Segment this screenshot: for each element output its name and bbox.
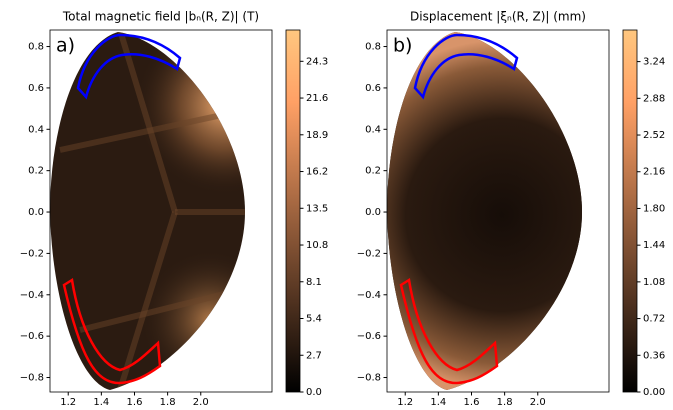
- colorbar-tick-label: 3.24: [643, 57, 665, 68]
- colorbar-tick-label: 13.5: [306, 203, 328, 214]
- colorbar-tick-label: 0.0: [306, 387, 322, 398]
- colorbar-tick-label: 1.80: [643, 203, 665, 214]
- colorbar-tick-label: 0.36: [643, 350, 665, 361]
- colorbar-tick-label: 1.44: [643, 240, 665, 251]
- y-tick-label: −0.2: [357, 248, 381, 259]
- x-tick-label: 1.8: [497, 397, 513, 406]
- x-tick-label: 1.6: [127, 397, 143, 406]
- colorbar-tick-label: 10.8: [306, 240, 328, 251]
- panel: Displacement |ξₙ(R, Z)| (mm) b) 1.2 1.4 1.6 1…: [357, 10, 666, 409]
- x-tick-label: 1.6: [464, 397, 480, 406]
- field-streak: [117, 211, 178, 390]
- y-tick-label: 0.2: [365, 166, 381, 177]
- colorbar-tick-label: 2.52: [643, 130, 665, 141]
- colorbar: [285, 29, 301, 393]
- axes-frame: [49, 29, 273, 393]
- field-overlay: [50, 32, 245, 390]
- y-tick-label: 0.2: [28, 166, 44, 177]
- colorbar-tick-label: 21.6: [306, 93, 328, 104]
- field-streak: [59, 107, 245, 153]
- y-tick-label: 0.0: [28, 207, 44, 218]
- region-outline: [76, 33, 182, 100]
- x-tick-label: 2.0: [193, 397, 209, 406]
- x-tick-label: 1.4: [93, 397, 109, 406]
- x-tick-label: 2.0: [530, 397, 546, 406]
- y-tick-label: 0.4: [28, 124, 44, 135]
- colorbar-tick-label: 5.4: [306, 314, 322, 325]
- colorbar-tick-label: 2.88: [643, 93, 665, 104]
- y-tick-label: 0.8: [28, 42, 44, 53]
- region-outline: [399, 277, 499, 385]
- colorbar-tick-label: 18.9: [306, 130, 328, 141]
- field-bright: [387, 32, 582, 390]
- y-tick-label: 0.4: [365, 124, 381, 135]
- panel-label: a): [56, 35, 75, 57]
- chart-title: Displacement |ξₙ(R, Z)| (mm): [410, 10, 586, 24]
- y-tick-label: 0.6: [365, 83, 381, 94]
- chart-title: Total magnetic field |bₙ(R, Z)| (T): [62, 10, 259, 24]
- y-tick-label: 0.0: [365, 207, 381, 218]
- colorbar-tick-label: 2.16: [643, 167, 665, 178]
- region-outline: [62, 277, 162, 385]
- panel-label: b): [393, 35, 412, 57]
- field-overlay: [387, 32, 582, 390]
- colorbar-tick-label: 1.08: [643, 277, 665, 288]
- colorbar-tick-label: 8.1: [306, 277, 322, 288]
- x-tick-label: 1.2: [60, 397, 76, 406]
- region-outline: [413, 33, 519, 100]
- axes-frame: [386, 29, 610, 393]
- colorbar-tick-label: 24.3: [306, 56, 328, 67]
- y-tick-label: −0.6: [20, 331, 44, 342]
- y-tick-label: −0.8: [357, 373, 381, 384]
- x-tick-label: 1.8: [160, 397, 176, 406]
- y-tick-label: −0.4: [357, 290, 381, 301]
- y-tick-label: −0.8: [20, 373, 44, 384]
- field-streak: [117, 32, 178, 213]
- panel: Total magnetic field |bₙ(R, Z)| (T) a) 1.2…: [20, 10, 329, 409]
- y-tick-label: −0.2: [20, 248, 44, 259]
- y-tick-label: −0.6: [357, 331, 381, 342]
- field-streak: [79, 287, 241, 333]
- colorbar-tick-label: 0.72: [643, 314, 665, 325]
- y-tick-label: 0.6: [28, 83, 44, 94]
- x-tick-label: 1.4: [430, 397, 446, 406]
- y-tick-label: −0.4: [20, 290, 44, 301]
- colorbar-tick-label: 16.2: [306, 167, 328, 178]
- y-tick-label: 0.8: [365, 42, 381, 53]
- colorbar-tick-label: 0.00: [643, 387, 665, 398]
- colorbar: [622, 29, 638, 393]
- colorbar-tick-label: 2.7: [306, 350, 322, 361]
- x-tick-label: 1.2: [397, 397, 413, 406]
